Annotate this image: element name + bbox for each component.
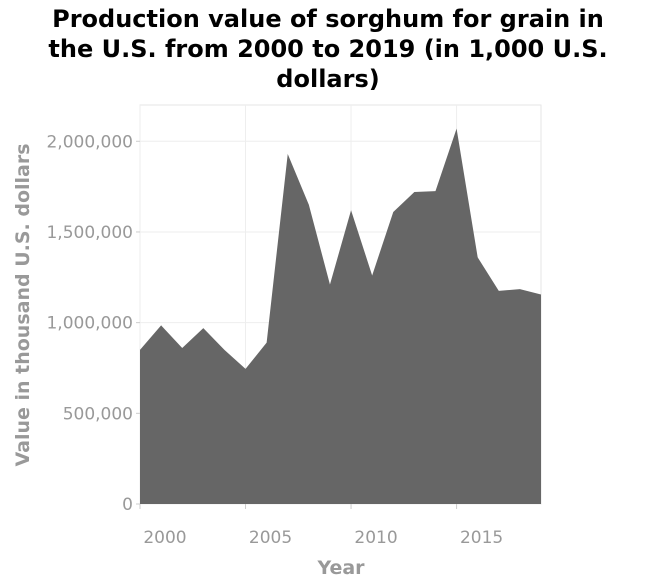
- x-axis-label: Year: [316, 557, 365, 579]
- x-tick-label: 2010: [354, 528, 397, 548]
- y-tick-label: 2,000,000: [46, 132, 133, 152]
- x-tick-label: 2005: [249, 528, 292, 548]
- x-axis-ticks: 2000 2005 2010 2015: [139, 504, 503, 548]
- area-series: [140, 128, 541, 504]
- x-tick-label: 2000: [143, 528, 186, 548]
- y-tick-label: 0: [122, 495, 133, 515]
- y-tick-label: 500,000: [63, 404, 133, 424]
- y-tick-label: 1,500,000: [46, 223, 133, 243]
- y-tick-label: 1,000,000: [46, 314, 133, 334]
- area-series-layer: [139, 128, 542, 504]
- chart-title-line-2: the U.S. from 2000 to 2019 (in 1,000 U.S…: [48, 35, 608, 63]
- y-axis-label: Value in thousand U.S. dollars: [12, 143, 34, 466]
- chart-title-line-3: dollars): [276, 65, 380, 93]
- chart-title-line-1: Production value of sorghum for grain in: [52, 5, 604, 33]
- y-axis-ticks: 0 500,000 1,000,000 1,500,000 2,000,000: [46, 132, 140, 515]
- chart-title: Production value of sorghum for grain in…: [0, 4, 656, 94]
- x-tick-label: 2015: [460, 528, 503, 548]
